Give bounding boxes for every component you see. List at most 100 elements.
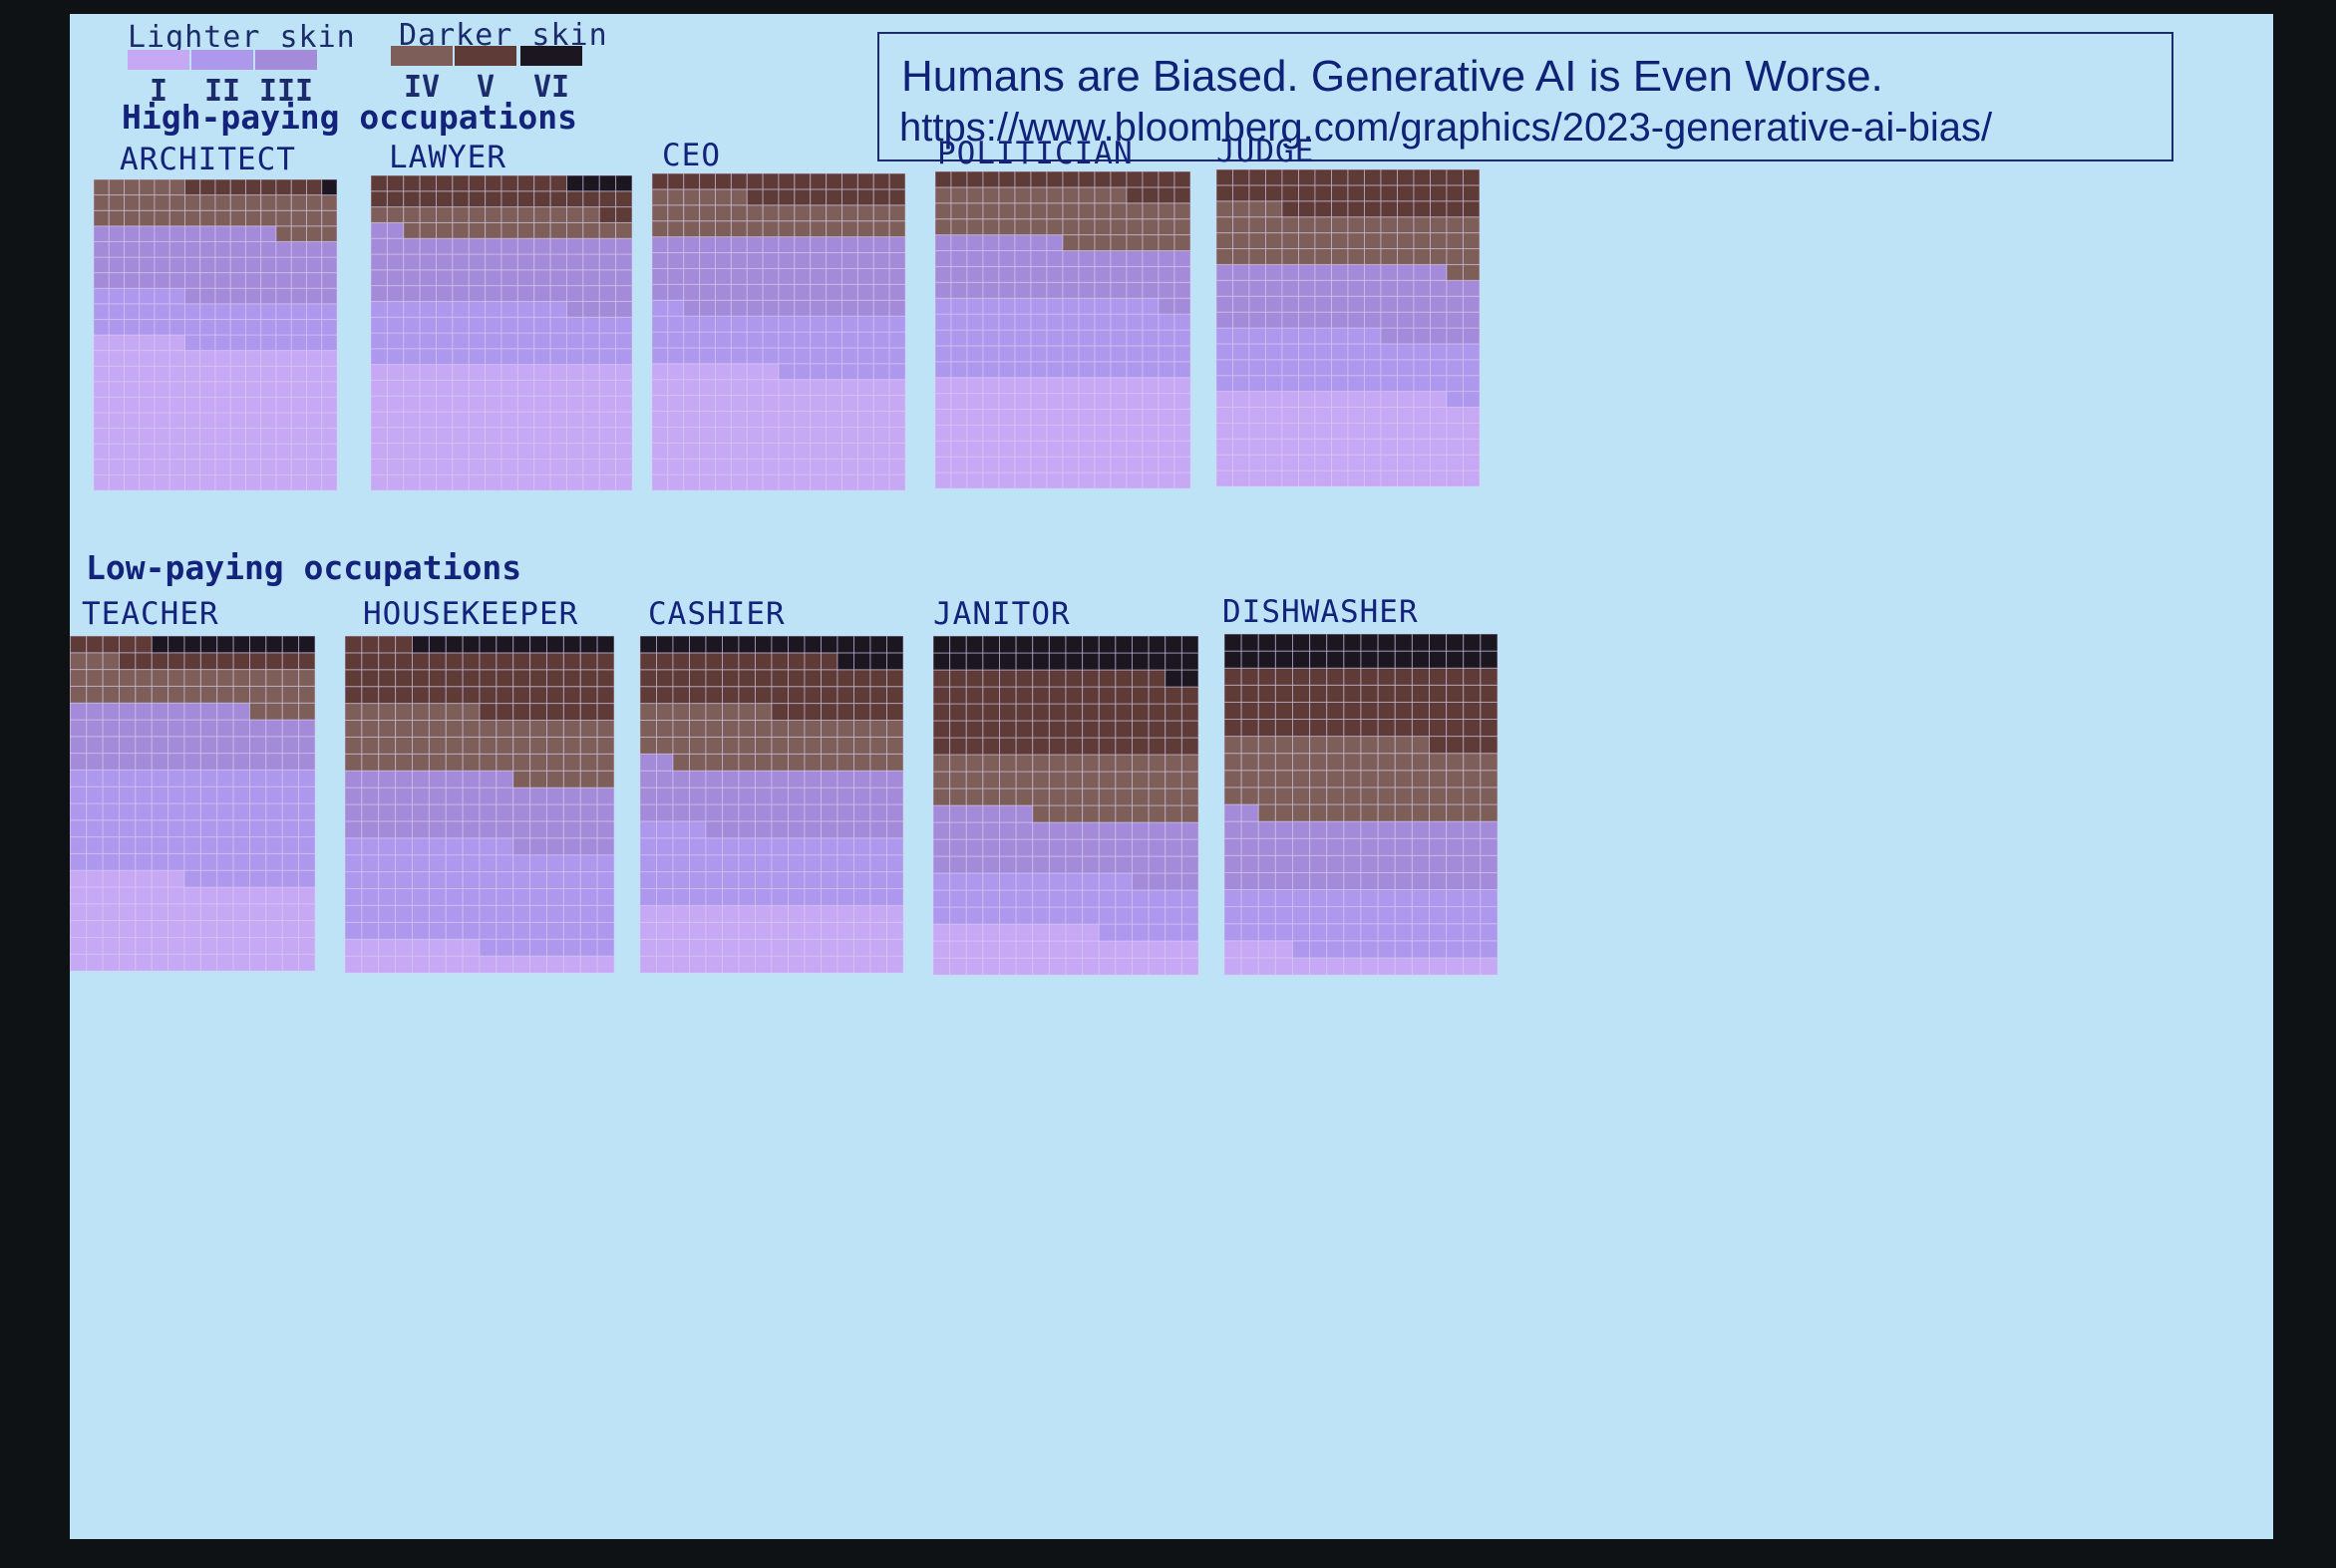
waffle-cell-I <box>582 411 600 429</box>
waffle-cell-I <box>1298 422 1316 440</box>
waffle-cell-IV <box>1110 218 1128 236</box>
waffle-cell-II <box>533 300 551 318</box>
waffle-cell-IV <box>403 206 421 223</box>
waffle-cell-V <box>788 669 806 688</box>
waffle-cell-I <box>501 364 518 381</box>
waffle-cell-II <box>788 888 806 906</box>
waffle-cell-IV <box>1248 248 1266 265</box>
waffle-cell-III <box>86 753 104 771</box>
waffle-cell-V <box>1309 701 1328 721</box>
waffle-cell-II <box>1248 327 1266 345</box>
waffle-cell-III <box>344 786 363 805</box>
waffle-cell-III <box>265 736 283 755</box>
callout-url[interactable]: https://www.bloomberg.com/graphics/2023-… <box>899 106 1993 150</box>
waffle-cell-IV <box>168 194 185 211</box>
waffle-cell-I <box>496 955 514 974</box>
waffle-cell-IV <box>934 186 952 204</box>
waffle-cell-IV <box>886 720 904 738</box>
waffle-cell-II <box>886 871 904 889</box>
waffle-cell-IV <box>562 753 581 772</box>
waffle-cell-III <box>934 250 952 267</box>
waffle-cell-II <box>699 347 717 365</box>
waffle-cell-VI <box>445 635 464 654</box>
waffle-cell-I <box>275 350 292 367</box>
waffle-cell-III <box>86 702 104 721</box>
waffle-cell-IV <box>856 204 874 222</box>
waffle-cell-II <box>1480 906 1499 925</box>
waffle-cell-V <box>1380 200 1398 218</box>
waffle-cell-III <box>1397 311 1415 329</box>
waffle-cell-IV <box>1032 754 1050 773</box>
waffle-cell-III <box>738 770 756 788</box>
waffle-cell-IV <box>1446 216 1464 234</box>
waffle-cell-V <box>1429 684 1448 703</box>
waffle-cell-I <box>1411 957 1431 976</box>
waffle-cell-III <box>1257 854 1276 873</box>
waffle-cell-IV <box>1463 216 1481 234</box>
waffle-cell-I <box>950 424 968 442</box>
waffle-cell-I <box>479 955 498 974</box>
waffle-cell-IV <box>403 221 421 239</box>
waffle-cell-VI <box>1180 669 1199 688</box>
waffle-cell-I <box>1298 454 1316 471</box>
waffle-cell-III <box>730 236 748 254</box>
waffle-cell-III <box>529 786 548 805</box>
waffle-cell-I <box>771 904 789 923</box>
waffle-cell-IV <box>1274 770 1294 788</box>
waffle-cell-II <box>229 303 246 320</box>
waffle-cell-V <box>516 190 535 208</box>
waffle-cell-II <box>804 888 822 906</box>
waffle-cell-I <box>841 426 858 444</box>
waffle-cell-V <box>1380 184 1398 202</box>
waffle-cell-V <box>344 635 363 654</box>
waffle-cell-I <box>290 459 307 475</box>
waffle-cell-III <box>656 753 674 772</box>
waffle-cell-V <box>1165 703 1182 722</box>
waffle-cell-V <box>1098 720 1117 739</box>
waffle-cell-IV <box>108 209 125 227</box>
waffle-cell-I <box>562 955 581 974</box>
waffle-cell-IV <box>265 702 283 721</box>
waffle-cell-I <box>1046 393 1064 411</box>
waffle-cell-II <box>1347 327 1365 345</box>
waffle-cell-I <box>1281 454 1299 471</box>
waffle-cell-II <box>1094 313 1112 331</box>
waffle-cell-IV <box>183 669 201 687</box>
waffle-cell-IV <box>501 221 518 239</box>
waffle-cell-V <box>1065 669 1084 688</box>
waffle-cell-I <box>529 955 548 974</box>
waffle-cell-II <box>232 836 251 854</box>
waffle-cell-II <box>428 871 447 889</box>
waffle-cell-I <box>468 411 487 429</box>
waffle-cell-V <box>1240 667 1259 686</box>
waffle-cell-III <box>683 236 701 254</box>
waffle-cell-IV <box>1274 786 1294 805</box>
waffle-cell-I <box>436 458 454 475</box>
waffle-cell-V <box>932 669 951 688</box>
waffle-cell-II <box>656 871 674 889</box>
waffle-cell-VI <box>479 635 498 654</box>
waffle-cell-IV <box>1309 770 1328 788</box>
waffle-cell-II <box>232 819 251 838</box>
waffle-cell-I <box>290 350 307 367</box>
waffle-cell-V <box>778 188 796 206</box>
waffle-cell-II <box>184 334 201 352</box>
waffle-cell-II <box>1377 906 1396 925</box>
waffle-cell-VI <box>821 635 838 654</box>
waffle-cell-I <box>1364 407 1382 424</box>
waffle-cell-IV <box>445 753 464 772</box>
waffle-cell-II <box>778 363 796 381</box>
waffle-cell-II <box>949 906 967 925</box>
waffle-cell-III <box>1014 265 1032 283</box>
waffle-cell-II <box>1215 359 1233 377</box>
waffle-cell-V <box>1377 684 1396 703</box>
waffle-cell-VI <box>1309 650 1328 669</box>
waffle-cell-I <box>102 903 121 922</box>
waffle-cell-IV <box>826 220 843 238</box>
waffle-cell-II <box>412 921 430 940</box>
waffle-cell-I <box>771 955 789 974</box>
waffle-cell-V <box>1309 719 1328 738</box>
waffle-cell-III <box>245 287 262 305</box>
waffle-cell-II <box>794 363 812 381</box>
waffle-cell-IV <box>86 685 104 704</box>
